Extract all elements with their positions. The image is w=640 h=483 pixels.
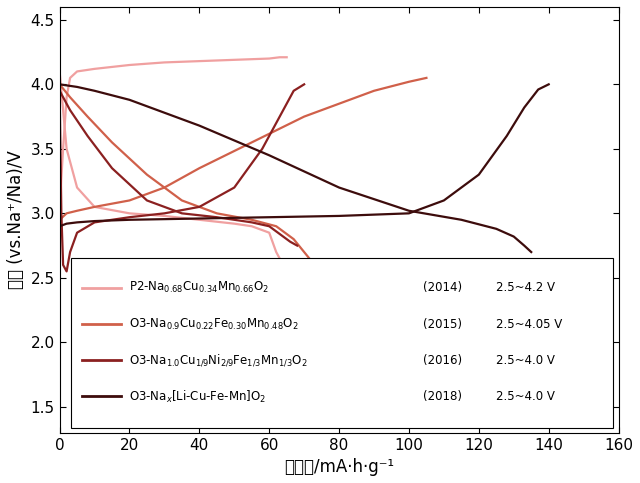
Text: 2.5~4.0 V: 2.5~4.0 V bbox=[495, 390, 554, 403]
Text: 2.5~4.0 V: 2.5~4.0 V bbox=[495, 354, 554, 367]
Text: O3-Na$_{0.9}$Cu$_{0.22}$Fe$_{0.30}$Mn$_{0.48}$O$_2$: O3-Na$_{0.9}$Cu$_{0.22}$Fe$_{0.30}$Mn$_{… bbox=[129, 316, 299, 332]
Text: (2018): (2018) bbox=[423, 390, 462, 403]
Text: (2014): (2014) bbox=[423, 282, 462, 295]
Text: (2016): (2016) bbox=[423, 354, 462, 367]
Text: O3-Na$_{1.0}$Cu$_{1/9}$Ni$_{2/9}$Fe$_{1/3}$Mn$_{1/3}$O$_2$: O3-Na$_{1.0}$Cu$_{1/9}$Ni$_{2/9}$Fe$_{1/… bbox=[129, 353, 308, 368]
Y-axis label: 电势 (vs.Na⁺/Na)/V: 电势 (vs.Na⁺/Na)/V bbox=[7, 150, 25, 289]
Text: P2-Na$_{0.68}$Cu$_{0.34}$Mn$_{0.66}$O$_2$: P2-Na$_{0.68}$Cu$_{0.34}$Mn$_{0.66}$O$_2… bbox=[129, 280, 269, 296]
Text: 2.5~4.05 V: 2.5~4.05 V bbox=[495, 318, 562, 330]
Text: O3-Na$_x$[Li-Cu-Fe-Mn]O$_2$: O3-Na$_x$[Li-Cu-Fe-Mn]O$_2$ bbox=[129, 388, 266, 404]
X-axis label: 比容量/mA·h·g⁻¹: 比容量/mA·h·g⁻¹ bbox=[284, 458, 394, 476]
Text: 2.5~4.2 V: 2.5~4.2 V bbox=[495, 282, 555, 295]
Bar bbox=[71, 258, 613, 428]
Text: (2015): (2015) bbox=[423, 318, 462, 330]
